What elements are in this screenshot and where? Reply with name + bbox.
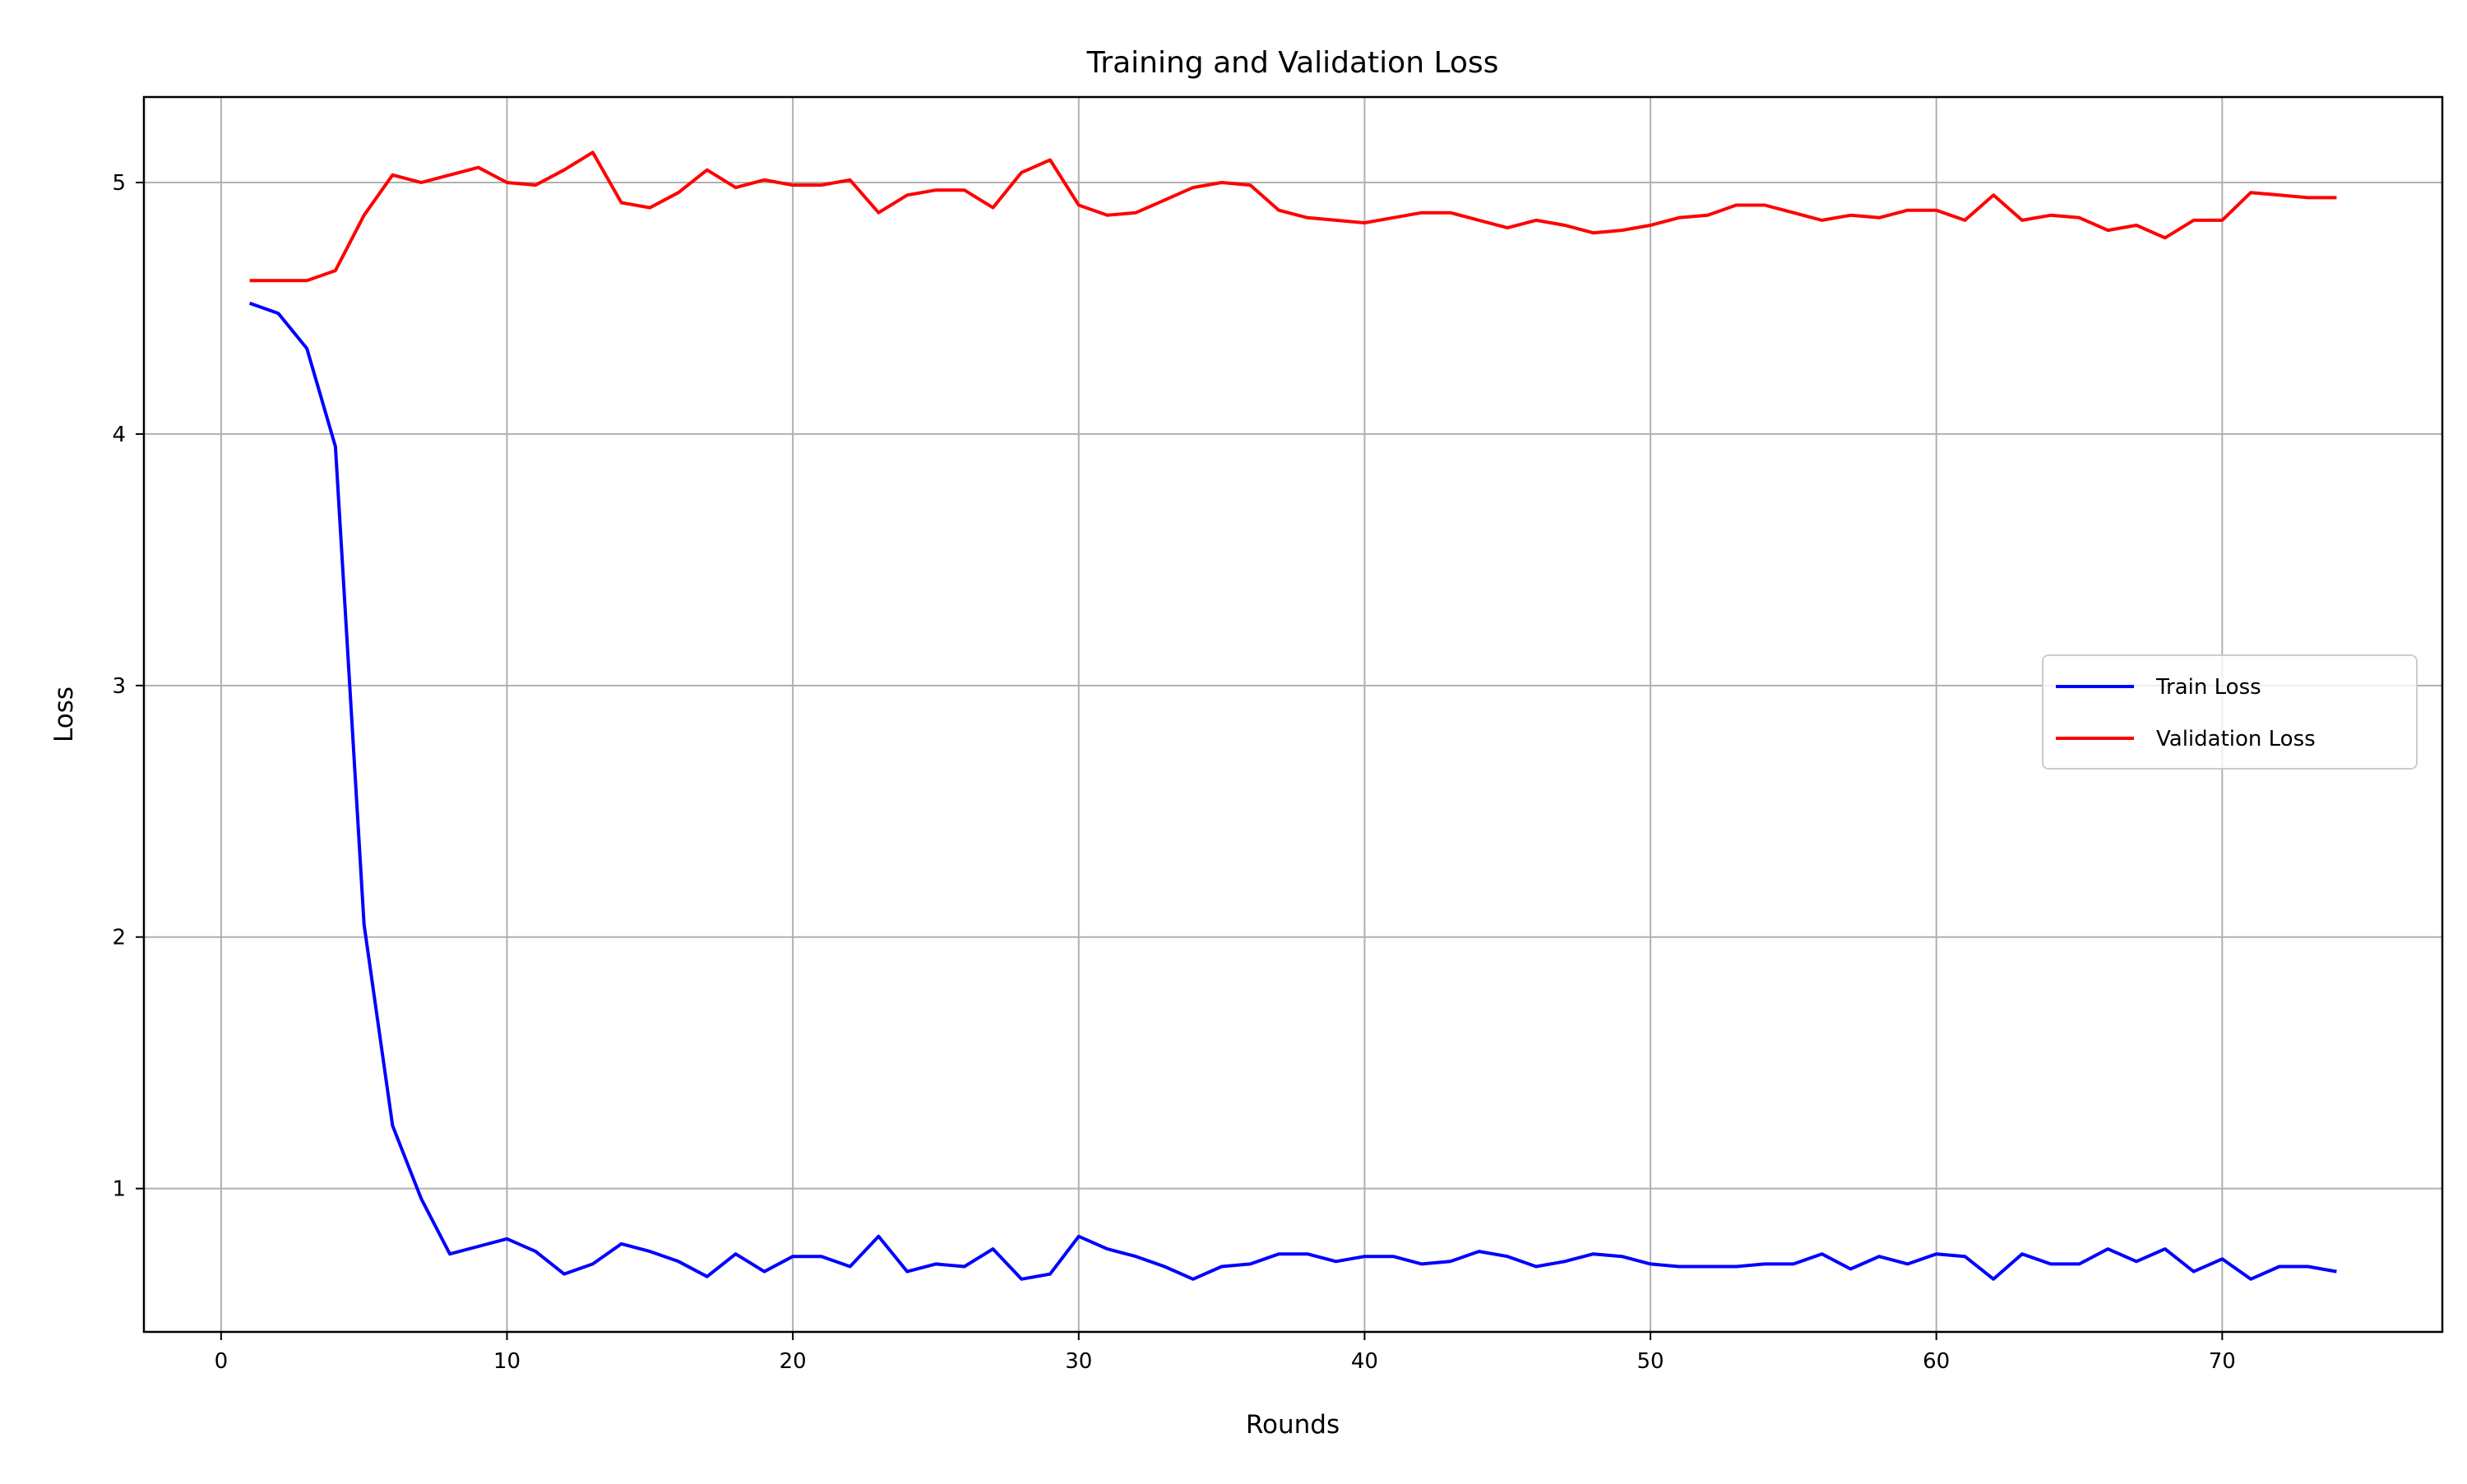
axis-ticks: 0 10 20 30 40 50 60 70 1 2 3 4 5 bbox=[112, 171, 2235, 1374]
series-lines bbox=[248, 150, 2337, 1281]
y-tick-label: 4 bbox=[112, 423, 126, 447]
y-tick-label: 5 bbox=[112, 171, 126, 196]
series-line-1 bbox=[249, 150, 2337, 283]
y-axis-label: Loss bbox=[49, 687, 79, 742]
legend-label-1: Validation Loss bbox=[2156, 727, 2316, 751]
legend-label-0: Train Loss bbox=[2155, 675, 2261, 700]
series-line-0 bbox=[248, 301, 2337, 1281]
y-tick-label: 3 bbox=[112, 674, 126, 699]
x-tick-label: 0 bbox=[215, 1349, 229, 1374]
y-tick-label: 1 bbox=[112, 1177, 126, 1202]
x-tick-label: 20 bbox=[780, 1349, 807, 1374]
x-tick-label: 10 bbox=[493, 1349, 521, 1374]
legend-box bbox=[2042, 654, 2418, 770]
y-tick-label: 2 bbox=[112, 926, 126, 950]
x-tick-label: 70 bbox=[2209, 1349, 2236, 1374]
x-tick-label: 50 bbox=[1636, 1349, 1664, 1374]
legend: Train Loss Validation Loss bbox=[2042, 654, 2418, 770]
x-tick-label: 30 bbox=[1065, 1349, 1092, 1374]
x-axis-label: Rounds bbox=[1246, 1410, 1340, 1440]
plot-frame bbox=[142, 95, 2444, 1334]
chart-title: Training and Validation Loss bbox=[1086, 46, 1499, 80]
legend-entries: Train Loss Validation Loss bbox=[2056, 675, 2316, 751]
x-tick-label: 40 bbox=[1351, 1349, 1378, 1374]
x-tick-label: 60 bbox=[1923, 1349, 1950, 1374]
